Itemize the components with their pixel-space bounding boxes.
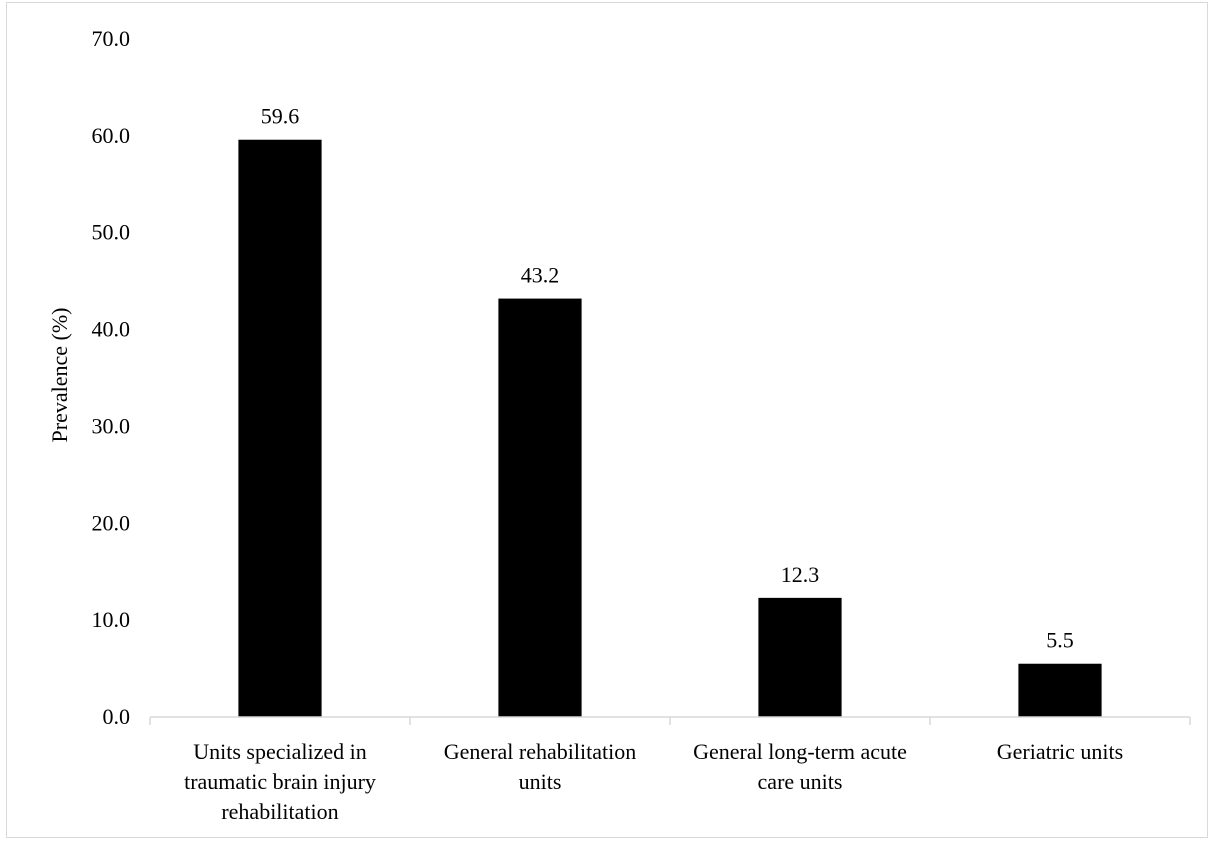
x-category-label: traumatic brain injury (184, 769, 376, 794)
y-tick-label: 60.0 (92, 123, 131, 148)
y-tick-label: 40.0 (92, 317, 131, 342)
y-axis-title: Prevalence (%) (47, 308, 72, 443)
x-category-label: units (519, 769, 562, 794)
y-tick-label: 70.0 (92, 26, 131, 51)
bar (498, 298, 582, 717)
chart-frame: 0.0 10.0 20.0 30.0 40.0 50.0 60.0 70.0 59.6 43.2… (6, 2, 1208, 838)
x-category-label: rehabilitation (221, 799, 338, 824)
data-label: 5.5 (1046, 628, 1074, 653)
x-axis (149, 716, 1191, 725)
y-tick-label: 30.0 (92, 413, 131, 438)
y-tick-label: 0.0 (103, 704, 131, 729)
x-category-label: General rehabilitation (444, 739, 636, 764)
data-label: 12.3 (781, 562, 820, 587)
data-labels: 59.6 43.2 12.3 5.5 (261, 104, 1074, 653)
bar (758, 597, 842, 717)
category-labels: Units specialized in traumatic brain inju… (184, 739, 1123, 824)
y-axis-ticks: 0.0 10.0 20.0 30.0 40.0 50.0 60.0 70.0 (92, 26, 131, 729)
y-tick-label: 10.0 (92, 607, 131, 632)
y-tick-label: 50.0 (92, 220, 131, 245)
x-category-label: General long-term acute (693, 739, 907, 764)
data-label: 59.6 (261, 104, 300, 129)
y-tick-label: 20.0 (92, 510, 131, 535)
bars (238, 139, 1102, 717)
data-label: 43.2 (521, 263, 560, 288)
x-category-label: Geriatric units (997, 739, 1123, 764)
bar (238, 139, 322, 717)
x-category-label: care units (758, 769, 843, 794)
x-category-label: Units specialized in (193, 739, 367, 764)
bar-chart: 0.0 10.0 20.0 30.0 40.0 50.0 60.0 70.0 59.6 43.2… (47, 26, 1191, 824)
bar (1018, 663, 1102, 717)
